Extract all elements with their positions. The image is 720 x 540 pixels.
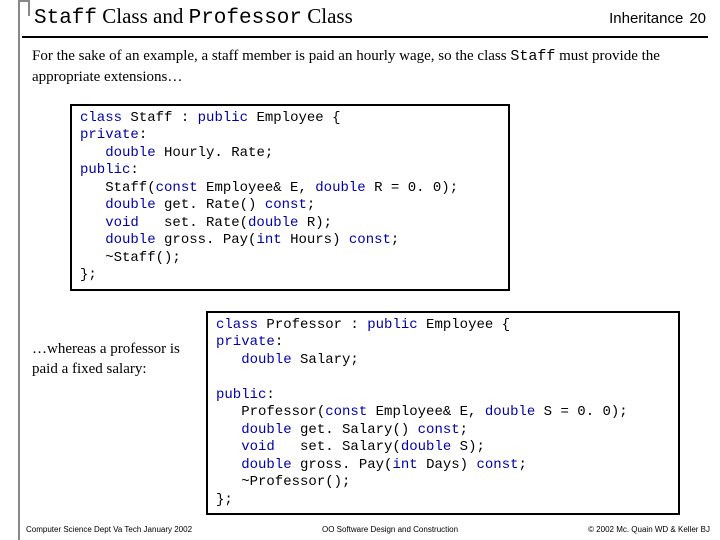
topic-label: Inheritance <box>609 10 683 27</box>
slide-header: Staff Class and Professor Class Inherita… <box>20 0 718 36</box>
t: }; <box>216 492 233 508</box>
t: gross. Pay( <box>156 232 257 248</box>
t: set. Salary( <box>275 439 401 455</box>
professor-note: …whereas a professor is paid a fixed sal… <box>32 311 192 516</box>
t: R); <box>298 215 332 231</box>
t: }; <box>80 267 97 283</box>
slide-footer: Computer Science Dept Va Tech January 20… <box>26 525 710 534</box>
kw: double <box>80 232 156 248</box>
t: S = 0. 0); <box>535 404 627 420</box>
t: : <box>266 387 274 403</box>
t: Professor : <box>258 317 367 333</box>
t: get. Salary() <box>292 422 418 438</box>
t: Days) <box>418 457 477 473</box>
t: Staff : <box>122 110 198 126</box>
kw: public <box>80 162 130 178</box>
t: ; <box>307 197 315 213</box>
kw: public <box>367 317 417 333</box>
kw: void <box>80 215 139 231</box>
title-mono-1: Staff <box>34 7 97 30</box>
kw: double <box>248 215 298 231</box>
t: set. Rate( <box>139 215 248 231</box>
kw: int <box>392 457 417 473</box>
kw: double <box>315 180 365 196</box>
title-mono-2: Professor <box>189 7 302 30</box>
kw: const <box>156 180 198 196</box>
kw: const <box>325 404 367 420</box>
t: Salary; <box>292 352 359 368</box>
t: gross. Pay( <box>292 457 393 473</box>
kw: const <box>265 197 307 213</box>
slide-page: Staff Class and Professor Class Inherita… <box>18 0 718 540</box>
t: : <box>139 127 147 143</box>
footer-right: © 2002 Mc. Quain WD & Keller BJ <box>588 525 710 534</box>
kw: public <box>198 110 248 126</box>
t: Hourly. Rate; <box>156 145 274 161</box>
intro-mono: Staff <box>510 48 555 65</box>
title-text-1: Class and <box>97 4 189 28</box>
kw: double <box>401 439 451 455</box>
kw: int <box>256 232 281 248</box>
row-professor: …whereas a professor is paid a fixed sal… <box>20 311 718 516</box>
t: Hours) <box>282 232 349 248</box>
footer-center: OO Software Design and Construction <box>192 525 588 534</box>
t: : <box>130 162 138 178</box>
kw: void <box>216 439 275 455</box>
kw: double <box>485 404 535 420</box>
kw: const <box>476 457 518 473</box>
kw: double <box>216 352 292 368</box>
t: ; <box>391 232 399 248</box>
footer-left: Computer Science Dept Va Tech January 20… <box>26 525 192 534</box>
kw: private <box>216 334 275 350</box>
intro-before: For the sake of an example, a staff memb… <box>32 48 510 64</box>
kw: class <box>80 110 122 126</box>
t: Professor( <box>216 404 325 420</box>
t <box>216 369 224 385</box>
intro-paragraph: For the sake of an example, a staff memb… <box>20 38 718 94</box>
t: get. Rate() <box>156 197 265 213</box>
t: Employee& E, <box>198 180 316 196</box>
kw: const <box>418 422 460 438</box>
kw: double <box>80 145 156 161</box>
t: Staff( <box>80 180 156 196</box>
kw: double <box>216 457 292 473</box>
t: ~Staff(); <box>80 250 181 266</box>
code-block-staff: class Staff : public Employee { private:… <box>70 104 510 291</box>
kw: const <box>349 232 391 248</box>
kw: private <box>80 127 139 143</box>
title-text-2: Class <box>302 4 353 28</box>
code-block-professor: class Professor : public Employee { priv… <box>206 311 680 516</box>
kw: public <box>216 387 266 403</box>
kw: double <box>80 197 156 213</box>
kw: double <box>216 422 292 438</box>
slide-topic: Inheritance 20 <box>609 10 706 27</box>
t: Employee& E, <box>367 404 485 420</box>
t: ; <box>460 422 468 438</box>
kw: class <box>216 317 258 333</box>
t: Employee { <box>418 317 510 333</box>
t: ; <box>519 457 527 473</box>
slide-number: 20 <box>689 10 706 27</box>
t: S); <box>451 439 485 455</box>
t: ~Professor(); <box>216 474 350 490</box>
t: Employee { <box>248 110 340 126</box>
slide-title: Staff Class and Professor Class <box>34 4 353 30</box>
t: : <box>275 334 283 350</box>
t: R = 0. 0); <box>366 180 458 196</box>
